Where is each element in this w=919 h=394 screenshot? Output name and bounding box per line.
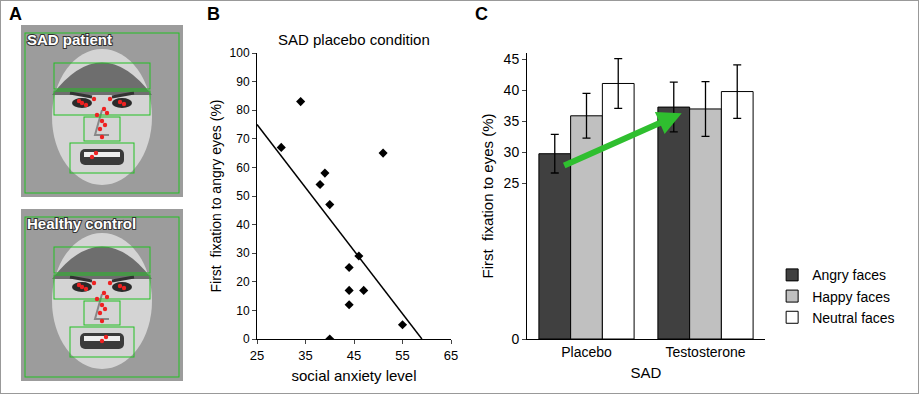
svg-text:65: 65: [444, 348, 458, 363]
svg-text:social anxiety level: social anxiety level: [291, 367, 416, 384]
svg-text:100: 100: [230, 46, 250, 60]
svg-text:SAD: SAD: [631, 364, 662, 381]
svg-text:20: 20: [236, 275, 250, 289]
svg-text:First fixation to angry eyes: First fixation to angry eyes (%): [208, 100, 224, 293]
svg-text:70: 70: [236, 132, 250, 146]
svg-text:0: 0: [511, 331, 519, 347]
svg-text:First fixation to eyes (%): First fixation to eyes (%): [479, 113, 496, 278]
svg-text:25: 25: [504, 175, 520, 191]
svg-text:35: 35: [298, 348, 312, 363]
html-text:C: C: [475, 4, 488, 24]
svg-text:90: 90: [236, 75, 250, 89]
svg-text:SAD patient: SAD patient: [27, 31, 112, 48]
svg-text:Angry faces: Angry faces: [812, 267, 886, 283]
svg-text:25: 25: [250, 348, 264, 363]
svg-text:50: 50: [236, 189, 250, 203]
svg-text:35: 35: [504, 113, 520, 129]
svg-text:40: 40: [236, 218, 250, 232]
svg-text:0: 0: [243, 332, 250, 346]
svg-text:45: 45: [347, 348, 361, 363]
svg-text:45: 45: [504, 51, 520, 67]
svg-text:Neutral faces: Neutral faces: [812, 310, 894, 326]
svg-text:Healthy control: Healthy control: [27, 215, 136, 232]
svg-text:SAD placebo condition: SAD placebo condition: [278, 31, 430, 48]
svg-text:30: 30: [504, 144, 520, 160]
svg-text:10: 10: [236, 304, 250, 318]
html-text:B: B: [207, 4, 220, 24]
svg-text:80: 80: [236, 103, 250, 117]
svg-text:60: 60: [236, 161, 250, 175]
svg-text:55: 55: [395, 348, 409, 363]
svg-text:40: 40: [504, 82, 520, 98]
svg-text:Placebo: Placebo: [561, 344, 612, 360]
html-text:A: A: [9, 4, 22, 24]
svg-text:30: 30: [236, 246, 250, 260]
svg-text:Happy faces: Happy faces: [812, 289, 890, 305]
svg-text:Testosterone: Testosterone: [665, 344, 745, 360]
